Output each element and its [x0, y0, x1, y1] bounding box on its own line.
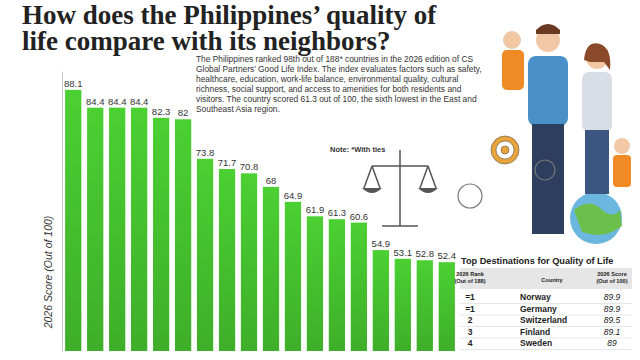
data-label: 84.4 [130, 96, 149, 107]
table-cell: 89.9 [604, 292, 621, 302]
data-label: 54.9 [372, 238, 391, 249]
bar [307, 216, 323, 351]
bar [417, 260, 433, 351]
person-body [502, 50, 524, 90]
table-cell: 89.1 [604, 327, 621, 337]
table-header: 2026 Score(Out of 100) [596, 271, 627, 284]
subtitle-line: Southeast Asia region. [196, 104, 280, 114]
globe-land [574, 203, 622, 234]
bar [351, 223, 367, 351]
person-hair [536, 24, 560, 34]
subtitle-line: Global Partners’ Good Life Index. The in… [196, 64, 482, 74]
subtitle-line: The Philippines ranked 98th out of 188* … [196, 54, 473, 64]
bar [219, 169, 235, 351]
person-head [503, 31, 521, 49]
title: How does the Philippines’ quality oflife… [22, 0, 437, 56]
bar [87, 108, 103, 351]
data-label: 84.4 [86, 96, 105, 107]
data-label: 68 [266, 175, 277, 186]
table-cell: Switzerland [520, 315, 567, 325]
person-body [613, 155, 631, 187]
table-cell: Germany [520, 304, 557, 314]
bar [241, 173, 257, 351]
bars [65, 90, 455, 351]
y-axis-title: 2026 Score (Out of 100) [42, 216, 54, 330]
data-label: 52.8 [416, 248, 435, 259]
table-header-line: 2026 Score [597, 271, 627, 277]
table-header: 2026 Rank(Out of 188) [454, 271, 485, 284]
bar [197, 159, 213, 351]
data-label: 82.3 [152, 106, 171, 117]
data-label: 70.8 [240, 161, 259, 172]
subtitle-line: richness, social support, and access to … [196, 84, 462, 94]
bar [263, 187, 279, 351]
target-ring [496, 141, 514, 159]
bar [65, 90, 81, 351]
table-cell: 3 [468, 327, 473, 337]
icon-circle [458, 184, 482, 208]
data-label: 60.6 [350, 211, 369, 222]
target-ring [501, 146, 509, 154]
bar [395, 259, 411, 351]
data-label: 61.9 [306, 204, 325, 215]
subtitle: The Philippines ranked 98th out of 188* … [196, 54, 482, 114]
bar [439, 262, 455, 351]
data-label: 64.9 [284, 190, 303, 201]
canvas: 88.184.484.484.482.38273.871.770.86864.9… [0, 0, 640, 360]
data-label: 71.7 [218, 157, 237, 168]
table-cell: 2 [468, 315, 473, 325]
data-label: 88.1 [64, 78, 83, 89]
table-cell: 4 [468, 338, 473, 348]
person-legs [532, 124, 564, 234]
person-legs [585, 130, 609, 194]
table-cell: 89.9 [604, 304, 621, 314]
person-body [528, 56, 568, 126]
table-background [458, 252, 634, 358]
data-label: 52.4 [438, 250, 457, 261]
bar [153, 118, 169, 351]
bar [109, 108, 125, 351]
data-labels: 88.184.484.484.482.38273.871.770.86864.9… [64, 78, 456, 261]
table-cell: 89.5 [604, 315, 621, 325]
title-line: life compare with its neighbors? [22, 26, 390, 56]
data-label: 84.4 [108, 96, 127, 107]
table-header: Country [541, 277, 563, 283]
table: Top Destinations for Quality of Life 2026… [454, 252, 634, 358]
bar [131, 108, 147, 351]
person-body [582, 72, 612, 132]
bar [373, 250, 389, 351]
table-cell: =1 [465, 292, 475, 302]
data-label: 53.1 [394, 247, 413, 258]
table-cell: =1 [465, 304, 475, 314]
table-cell: Finland [520, 327, 550, 337]
scales-pans [362, 188, 438, 193]
icon-circle [535, 160, 555, 180]
table-header-bg [460, 268, 632, 289]
table-rule [460, 349, 632, 350]
table-cell: Sweden [520, 338, 552, 348]
data-label: 82 [178, 107, 189, 118]
subtitle-line: healthcare, education, work-life balance… [196, 74, 459, 84]
note: Note: *With ties [330, 145, 385, 154]
person-hair [584, 43, 610, 70]
person-head [614, 138, 630, 154]
table-cell: Norway [520, 292, 551, 302]
data-label: 73.8 [196, 147, 215, 158]
table-title: Top Destinations for Quality of Life [461, 256, 613, 266]
y-axis-line [62, 72, 63, 352]
table-header-line: (Out of 100) [596, 278, 627, 284]
target-ring [491, 136, 519, 164]
table-header-line: 2026 Rank [456, 271, 485, 277]
bar [175, 119, 191, 351]
bar [329, 219, 345, 351]
data-label: 61.3 [328, 207, 347, 218]
table-header-line: (Out of 188) [454, 278, 485, 284]
bar [285, 202, 301, 351]
table-cell: 89 [607, 338, 617, 348]
y-axis [62, 72, 63, 352]
subtitle-line: visitors. The country scored 61.3 out of… [196, 94, 477, 104]
globe [570, 192, 622, 244]
